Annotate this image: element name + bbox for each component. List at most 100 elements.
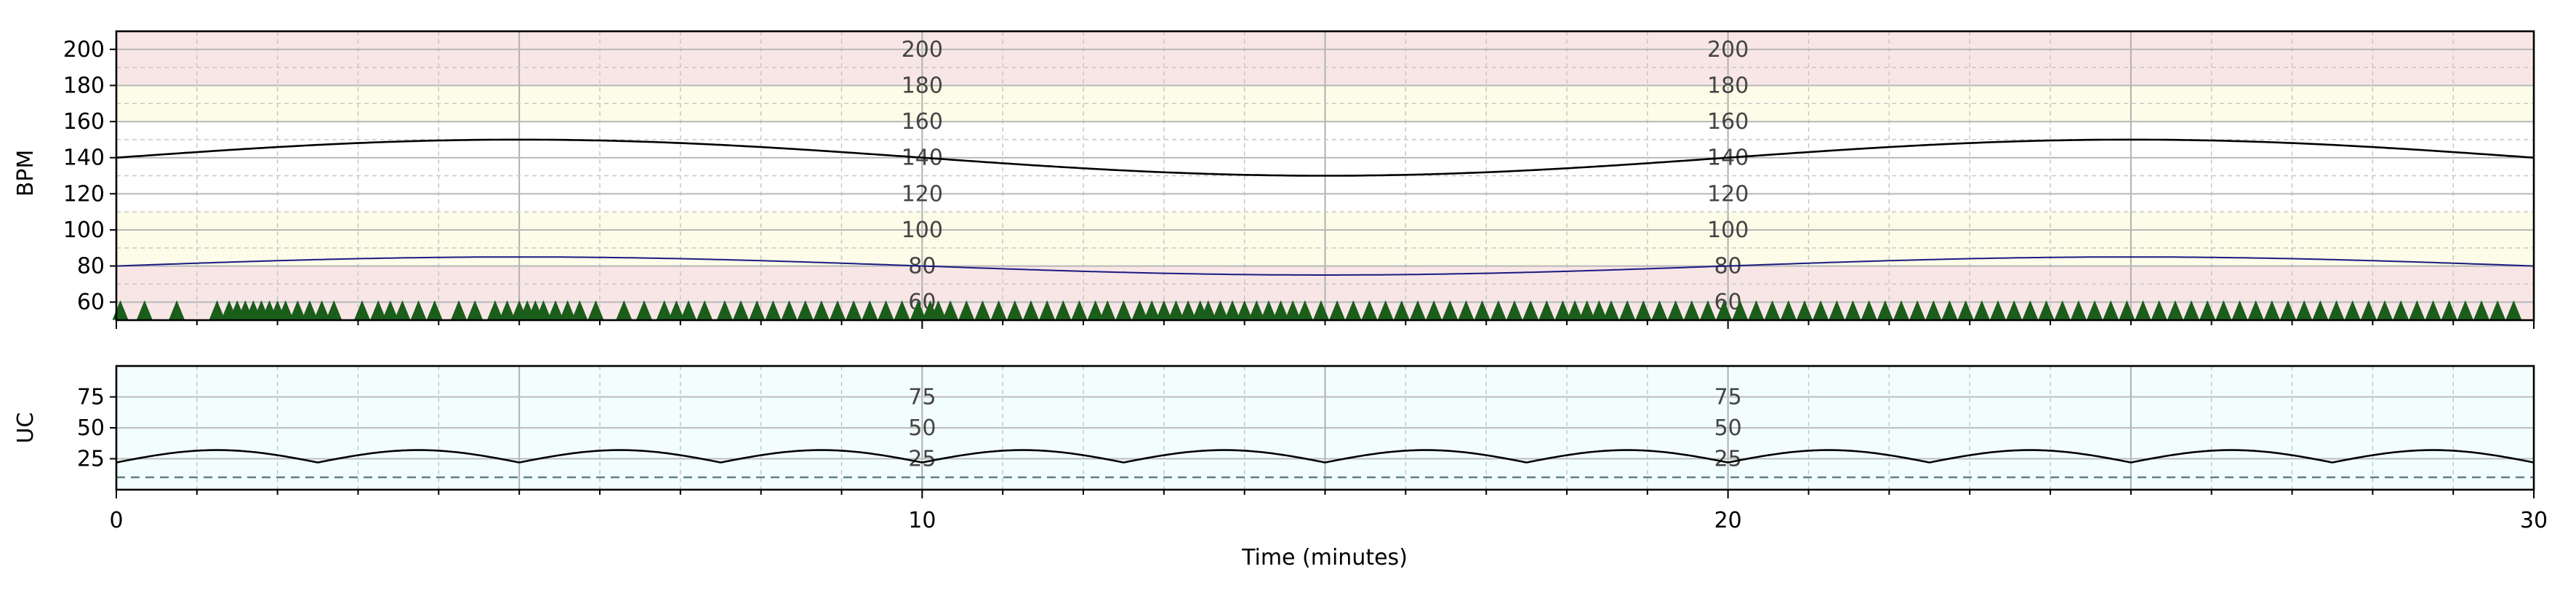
fhr-marker: [2103, 300, 2119, 320]
fhr-marker: [326, 300, 342, 320]
fhr-marker: [499, 300, 515, 320]
fhr-marker: [2279, 300, 2296, 320]
fhr-marker: [797, 300, 814, 320]
fhr-marker: [1813, 300, 1829, 320]
fhr-marker: [1796, 300, 1813, 320]
fhr-marker: [732, 300, 749, 320]
fhr-marker: [829, 300, 846, 320]
fhr-scale-label: 100: [902, 218, 943, 243]
fhr-marker: [1845, 300, 1861, 320]
fhr-marker: [2199, 300, 2216, 320]
fhr-marker: [1131, 300, 1148, 320]
fhr-marker: [616, 300, 633, 320]
fhr-marker: [1957, 300, 1974, 320]
fhr-marker: [749, 300, 766, 320]
fhr-marker: [1490, 300, 1506, 320]
fhr-marker: [535, 300, 552, 320]
fhr-marker: [680, 300, 697, 320]
fhr-marker: [1458, 300, 1474, 320]
fhr-marker: [878, 300, 894, 320]
fhr-marker: [2489, 300, 2506, 320]
fhr-marker: [410, 300, 427, 320]
fhr-marker: [2393, 300, 2410, 320]
fhr-scale-label: 180: [902, 73, 943, 98]
fhr-marker: [781, 300, 798, 320]
fhr-marker: [2119, 300, 2135, 320]
fhr-marker: [1602, 300, 1619, 320]
fhr-marker: [426, 300, 443, 320]
x-tick-label: 30: [2520, 508, 2548, 533]
fhr-marker: [289, 300, 306, 320]
fhr-marker: [1651, 300, 1668, 320]
fhr-marker: [2328, 300, 2345, 320]
fhr-marker: [1236, 300, 1253, 320]
fhr-marker: [813, 300, 830, 320]
fhr-marker: [1619, 300, 1636, 320]
fhr-scale-label: 120: [1707, 181, 1749, 207]
fhr-marker: [2441, 300, 2457, 320]
uc-panel: 75 50 25 75 50 25 25 50 75 0 10 20 30: [77, 365, 2548, 533]
fhr-marker: [1285, 300, 1301, 320]
fhr-marker: [2151, 300, 2167, 320]
fhr-marker: [2312, 300, 2329, 320]
fhr-marker: [2409, 300, 2425, 320]
fhr-marker: [1260, 300, 1277, 320]
uc-scale-label: 75: [908, 385, 936, 410]
fhr-marker: [2070, 300, 2087, 320]
fhr-marker: [559, 300, 576, 320]
fhr-marker: [547, 300, 564, 320]
fhr-marker: [587, 300, 604, 320]
fhr-marker: [1578, 300, 1595, 320]
fhr-marker: [1022, 300, 1039, 320]
x-tick-label: 0: [109, 508, 123, 533]
uc-scale-label: 50: [908, 415, 936, 441]
fhr-marker: [1780, 300, 1797, 320]
fhr-marker: [1426, 300, 1443, 320]
y-tick-label: 140: [63, 146, 105, 171]
fhr-marker: [1877, 300, 1893, 320]
fhr-marker: [1732, 300, 1749, 320]
fhr-marker: [2022, 300, 2039, 320]
fhr-marker: [2473, 300, 2489, 320]
y-tick-label: 80: [77, 254, 105, 279]
fhr-marker: [1764, 300, 1781, 320]
fhr-marker: [277, 300, 294, 320]
fhr-marker: [1909, 300, 1926, 320]
fhr-marker: [394, 300, 411, 320]
fhr-scale-label: 180: [1707, 73, 1749, 98]
x-axis-label: Time (minutes): [1241, 545, 1408, 570]
fhr-marker: [2457, 300, 2473, 320]
x-tick-label: 20: [1714, 508, 1742, 533]
fhr-marker: [2231, 300, 2248, 320]
fhr-marker: [1973, 300, 1990, 320]
fhr-marker: [1442, 300, 1458, 320]
fhr-marker: [1224, 300, 1241, 320]
fhr-marker: [1039, 300, 1056, 320]
fhr-marker: [2006, 300, 2023, 320]
maternal-hr-series: [116, 256, 2535, 276]
fhr-marker: [1591, 300, 1608, 320]
fhr-marker: [1377, 300, 1394, 320]
fhr-marker: [974, 300, 991, 320]
fhr-scale-label: 100: [1707, 218, 1749, 243]
fhr-marker: [697, 300, 713, 320]
y-tick-label: 75: [77, 385, 105, 410]
fhr-marker: [2505, 300, 2522, 320]
fhr-marker: [313, 300, 330, 320]
fhr-marker: [1361, 300, 1378, 320]
fhr-marker: [958, 300, 975, 320]
fhr-marker: [451, 300, 468, 320]
fhr-marker: [716, 300, 733, 320]
fhr-marker: [2247, 300, 2264, 320]
fhr-marker: [910, 300, 926, 320]
fhr-marker: [1989, 300, 2006, 320]
fhr-marker: [668, 300, 685, 320]
fhr-marker: [1941, 300, 1958, 320]
y-tick-label: 160: [63, 109, 105, 135]
y-tick-label: 180: [63, 73, 105, 98]
fhr-scale-label: 160: [902, 109, 943, 135]
y-tick-label: 200: [63, 37, 105, 63]
fhr-marker: [2183, 300, 2199, 320]
fhr-marker: [169, 300, 185, 320]
